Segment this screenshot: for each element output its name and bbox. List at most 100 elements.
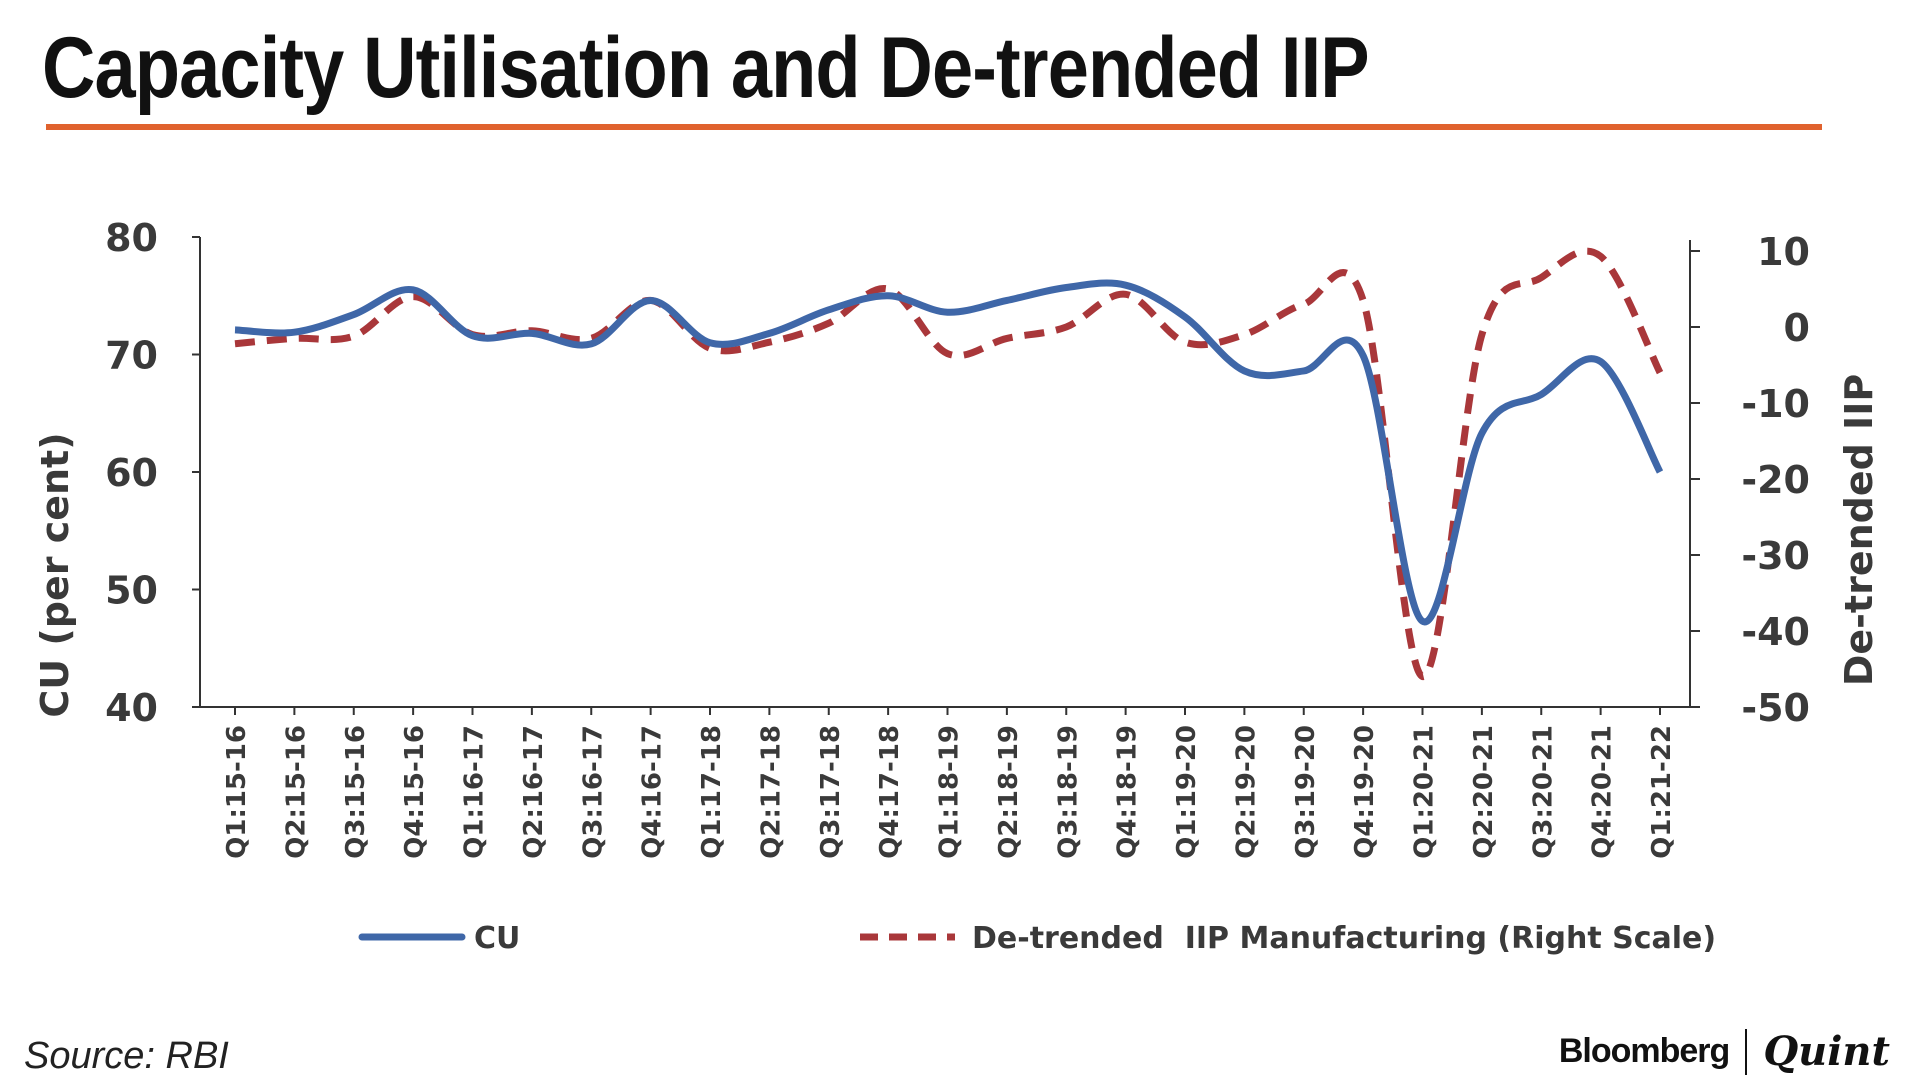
cu-point-24	[1657, 469, 1663, 475]
title-underline	[46, 124, 1822, 130]
cu-point-1	[291, 329, 297, 335]
cu-point-18	[1301, 368, 1307, 374]
cu-point-11	[885, 293, 891, 299]
x-tick-label: Q2:15-16	[281, 725, 311, 859]
cu-point-10	[826, 307, 832, 313]
cu-point-13	[1004, 297, 1010, 303]
iip-point-11	[885, 286, 891, 292]
iip-point-0	[232, 341, 238, 347]
iip-point-5	[529, 328, 535, 334]
cu-point-9	[766, 330, 772, 336]
legend: CU De-trended IIP Manufacturing (Right S…	[358, 921, 1716, 956]
y-right-tick-label: -30	[1741, 534, 1810, 578]
x-tick-label: Q4:15-16	[400, 725, 430, 859]
iip-point-3	[410, 294, 416, 300]
series-cu-line	[234, 279, 1664, 626]
y-right-tick-label: -40	[1741, 610, 1810, 654]
legend-cu-label: CU	[474, 921, 520, 956]
iip-point-4	[470, 332, 476, 338]
cu-point-12	[945, 309, 951, 315]
cu-point-8	[707, 340, 713, 346]
cu-point-21	[1479, 430, 1485, 436]
y-right-tick-label: -50	[1741, 686, 1810, 730]
y-right-tick-label: -20	[1741, 458, 1810, 502]
iip-point-12	[945, 351, 951, 357]
source-note: Source: RBI	[24, 1035, 229, 1077]
cu-point-23	[1598, 359, 1604, 365]
x-tick-label: Q2:16-17	[519, 725, 549, 859]
x-tick-label: Q3:18-19	[1053, 725, 1083, 859]
cu-point-15	[1123, 282, 1129, 288]
cu-point-16	[1182, 314, 1188, 320]
x-tick-label: Q2:18-19	[994, 725, 1024, 859]
x-tick-label: Q3:17-18	[816, 725, 846, 859]
x-tick-label: Q2:20-21	[1469, 725, 1499, 859]
y-left-tick-label: 50	[105, 569, 158, 613]
cu-point-2	[351, 312, 357, 318]
y-left-tick-label: 60	[105, 451, 158, 495]
series-group	[232, 247, 1664, 681]
iip-point-21	[1479, 332, 1485, 338]
iip-point-23	[1598, 253, 1604, 259]
x-tick-label: Q4:17-18	[875, 725, 905, 859]
y-left-tick-label: 80	[105, 216, 158, 260]
iip-point-9	[766, 339, 772, 345]
cu-point-19	[1360, 353, 1366, 359]
x-tick-label: Q1:16-17	[460, 725, 490, 859]
x-tick-label: Q4:20-21	[1588, 725, 1618, 859]
y-left-tick-label: 40	[105, 686, 158, 730]
brand-logo: Bloomberg Quint	[1559, 1028, 1890, 1075]
x-tick-label: Q3:19-20	[1291, 725, 1321, 859]
iip-point-2	[351, 333, 357, 339]
iip-point-14	[1063, 324, 1069, 330]
y-right-tick-label: 10	[1757, 230, 1810, 274]
cu-point-6	[588, 341, 594, 347]
cu-point-0	[232, 327, 238, 333]
iip-point-19	[1360, 297, 1366, 303]
iip-point-24	[1657, 370, 1663, 376]
x-tick-label: Q1:17-18	[697, 725, 727, 859]
x-tick-label: Q3:15-16	[341, 725, 371, 859]
y-left-tick-label: 70	[105, 334, 158, 378]
iip-point-18	[1301, 301, 1307, 307]
x-tick-label: Q4:16-17	[638, 725, 668, 859]
y-right-tick-label: -10	[1741, 382, 1810, 426]
brand-divider	[1745, 1028, 1748, 1075]
iip-point-22	[1538, 275, 1544, 281]
cu-point-17	[1241, 368, 1247, 374]
cu-point-14	[1063, 285, 1069, 291]
x-tick-label: Q1:18-19	[935, 725, 965, 859]
x-tick-label: Q3:16-17	[578, 725, 608, 859]
iip-point-10	[826, 320, 832, 326]
chart-title: Capacity Utilisation and De-trended IIP	[42, 20, 1370, 116]
iip-point-16	[1182, 339, 1188, 345]
x-tick-label: Q2:19-20	[1231, 725, 1261, 859]
x-tick-label: Q1:20-21	[1410, 725, 1440, 859]
cu-point-22	[1538, 391, 1544, 397]
axes-group: 80 70 60 50 40 10 0 -10 -20 -30 -40 -50 Q1:15-16 Q2:1…	[105, 216, 1810, 859]
cu-point-20	[1420, 618, 1426, 624]
cu-point-3	[410, 287, 416, 293]
iip-point-8	[707, 345, 713, 351]
x-tick-label: Q1:19-20	[1172, 725, 1202, 859]
y-axis-left-label: CU (per cent)	[33, 432, 77, 717]
x-tick-label: Q2:17-18	[756, 725, 786, 859]
iip-point-1	[291, 335, 297, 341]
iip-point-17	[1241, 332, 1247, 338]
y-right-tick-label: 0	[1784, 306, 1810, 350]
legend-iip-label: De-trended IIP Manufacturing (Right Scal…	[972, 921, 1716, 956]
x-tick-label: Q1:15-16	[222, 725, 252, 859]
x-tick-label: Q3:20-21	[1528, 725, 1558, 859]
iip-point-15	[1123, 291, 1129, 297]
brand-primary: Bloomberg	[1558, 1032, 1730, 1070]
iip-point-13	[1004, 335, 1010, 341]
iip-point-20	[1420, 674, 1426, 680]
y-axis-right-label: De-trended IIP	[1837, 374, 1881, 686]
brand-secondary: Quint	[1763, 1028, 1890, 1075]
iip-point-6	[588, 335, 594, 341]
x-tick-label: Q1:21-22	[1647, 725, 1677, 859]
x-tick-label: Q4:19-20	[1350, 725, 1380, 859]
iip-point-7	[648, 297, 654, 303]
x-tick-label: Q4:18-19	[1113, 725, 1143, 859]
